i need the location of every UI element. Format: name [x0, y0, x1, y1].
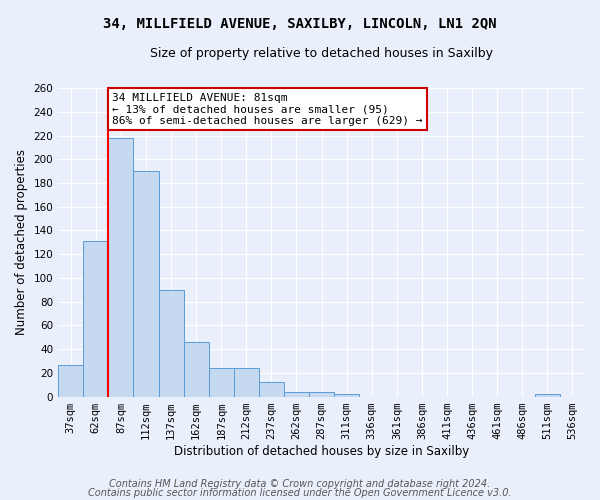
Bar — [334, 394, 359, 396]
Text: Contains public sector information licensed under the Open Government Licence v3: Contains public sector information licen… — [88, 488, 512, 498]
Bar — [234, 368, 259, 396]
Bar — [535, 394, 560, 396]
X-axis label: Distribution of detached houses by size in Saxilby: Distribution of detached houses by size … — [174, 444, 469, 458]
Bar — [133, 171, 158, 396]
Text: 34 MILLFIELD AVENUE: 81sqm
← 13% of detached houses are smaller (95)
86% of semi: 34 MILLFIELD AVENUE: 81sqm ← 13% of deta… — [112, 93, 422, 126]
Bar — [58, 364, 83, 396]
Y-axis label: Number of detached properties: Number of detached properties — [15, 150, 28, 336]
Bar — [158, 290, 184, 397]
Bar — [259, 382, 284, 396]
Bar — [309, 392, 334, 396]
Bar — [83, 241, 109, 396]
Title: Size of property relative to detached houses in Saxilby: Size of property relative to detached ho… — [150, 48, 493, 60]
Text: 34, MILLFIELD AVENUE, SAXILBY, LINCOLN, LN1 2QN: 34, MILLFIELD AVENUE, SAXILBY, LINCOLN, … — [103, 18, 497, 32]
Text: Contains HM Land Registry data © Crown copyright and database right 2024.: Contains HM Land Registry data © Crown c… — [109, 479, 491, 489]
Bar — [209, 368, 234, 396]
Bar — [184, 342, 209, 396]
Bar — [109, 138, 133, 396]
Bar — [284, 392, 309, 396]
